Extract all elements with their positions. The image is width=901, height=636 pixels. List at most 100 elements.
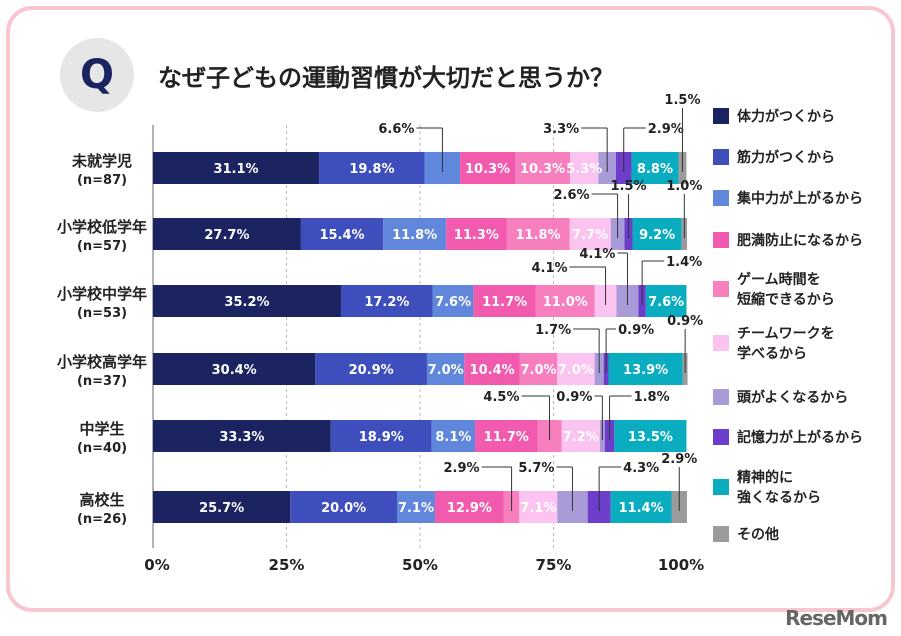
data-label: 8.8% xyxy=(637,162,673,177)
legend-swatch xyxy=(713,149,729,165)
bar-segment xyxy=(561,420,600,452)
legend-label-line: 肥満防止になるから xyxy=(737,232,863,249)
data-label: 19.8% xyxy=(349,162,394,177)
legend-label-line: 強くなるから xyxy=(737,489,821,506)
category-label: 中学生 xyxy=(79,420,124,438)
bar-segment xyxy=(290,491,398,523)
category-n-label: (n=40) xyxy=(77,441,127,456)
data-label: 1.5% xyxy=(610,179,646,194)
bar-segment xyxy=(614,420,687,452)
data-label: 7.1% xyxy=(520,501,556,516)
data-label: 7.6% xyxy=(648,295,684,310)
data-label: 1.5% xyxy=(664,93,700,108)
x-tick-label: 50% xyxy=(402,556,438,574)
data-label: 12.9% xyxy=(447,501,492,516)
legend-label-line: 頭がよくなるから xyxy=(737,389,848,406)
category-label: 小学校低学年 xyxy=(57,218,147,236)
data-label: 11.0% xyxy=(543,295,588,310)
legend-swatch xyxy=(713,281,729,297)
bar-segment xyxy=(645,285,687,317)
data-label: 2.9% xyxy=(661,452,697,467)
data-label: 13.9% xyxy=(623,363,668,378)
data-label: 7.2% xyxy=(563,430,599,445)
data-label: 11.4% xyxy=(619,501,664,516)
data-label: 11.7% xyxy=(484,430,529,445)
legend-label: その他 xyxy=(737,526,779,543)
data-label: 7.6% xyxy=(435,295,471,310)
bar-segment xyxy=(153,491,291,523)
category-label: 小学校高学年 xyxy=(57,353,147,371)
q-badge: Q xyxy=(60,38,134,112)
category-n-label: (n=26) xyxy=(77,512,127,527)
category-label: 小学校中学年 xyxy=(57,285,147,303)
data-label: 5.3% xyxy=(566,162,602,177)
bar-segment xyxy=(153,218,301,250)
bar-segment xyxy=(397,491,435,523)
legend-label-line: 学べるから xyxy=(737,345,807,362)
bar-segment xyxy=(330,420,432,452)
data-label: 7.1% xyxy=(398,501,434,516)
data-label: 10.3% xyxy=(465,162,510,177)
legend-swatch xyxy=(713,335,729,351)
data-label: 8.1% xyxy=(435,430,471,445)
bar-segment xyxy=(153,152,320,184)
data-label: 1.7% xyxy=(535,323,571,338)
data-label: 7.7% xyxy=(572,228,608,243)
bar-segment xyxy=(506,218,570,250)
data-label: 10.3% xyxy=(520,162,565,177)
bar-segment xyxy=(446,218,507,250)
category-n-label: (n=53) xyxy=(77,306,127,321)
bar-segment xyxy=(153,420,331,452)
resemom-logo: ReseMom xyxy=(785,606,888,630)
legend-label: 筋力がつくから xyxy=(737,149,835,166)
category-n-label: (n=87) xyxy=(77,173,127,188)
data-label: 11.8% xyxy=(515,228,560,243)
bar-segment xyxy=(570,152,599,184)
bar-segment xyxy=(153,353,316,385)
legend-label: 精神的に強くなるから xyxy=(737,469,821,506)
data-label: 4.1% xyxy=(579,247,615,262)
bar-segment xyxy=(460,152,516,184)
legend-label: 肥満防止になるから xyxy=(737,232,863,249)
data-label: 9.2% xyxy=(639,228,675,243)
bar-segment xyxy=(610,491,672,523)
legend-label: チームワークを学べるから xyxy=(737,326,835,362)
data-label: 11.3% xyxy=(454,228,499,243)
legend-swatch xyxy=(713,108,729,124)
bar-segment xyxy=(319,152,425,184)
category-label: 高校生 xyxy=(79,491,124,509)
bar-segment xyxy=(519,491,558,523)
bar-segment xyxy=(340,285,433,317)
bar-segment xyxy=(426,353,465,385)
x-tick-label: 100% xyxy=(658,556,704,574)
legend-label-line: 筋力がつくから xyxy=(737,149,835,166)
legend-swatch xyxy=(713,429,729,445)
legend-label: 集中力が上がるから xyxy=(736,190,863,207)
data-label: 0.9% xyxy=(667,314,703,329)
data-label: 33.3% xyxy=(219,430,264,445)
data-label: 2.9% xyxy=(648,122,684,137)
category-n-label: (n=57) xyxy=(77,239,127,254)
data-label: 35.2% xyxy=(224,295,269,310)
bar-segment xyxy=(383,218,447,250)
x-tick-label: 75% xyxy=(536,556,572,574)
legend-label-line: その他 xyxy=(737,526,779,543)
bar-segment xyxy=(569,218,611,250)
category-label: 未就学児 xyxy=(71,152,132,170)
x-tick-label: 0% xyxy=(144,556,169,574)
data-label: 13.5% xyxy=(628,430,673,445)
data-label: 10.4% xyxy=(470,363,515,378)
bar-segment xyxy=(432,285,474,317)
data-label: 4.3% xyxy=(623,461,659,476)
data-label: 18.9% xyxy=(359,430,404,445)
bar-segment xyxy=(557,353,595,385)
data-label: 27.7% xyxy=(204,228,249,243)
bar-segment xyxy=(434,491,504,523)
data-label: 15.4% xyxy=(319,228,364,243)
data-label: 7.0% xyxy=(428,363,464,378)
data-label: 20.0% xyxy=(321,501,366,516)
chart-title: なぜ子どもの運動習慣が大切だと思うか？ xyxy=(158,64,614,92)
legend-swatch xyxy=(713,389,729,405)
data-label: 2.9% xyxy=(444,461,480,476)
data-label: 5.7% xyxy=(518,461,554,476)
